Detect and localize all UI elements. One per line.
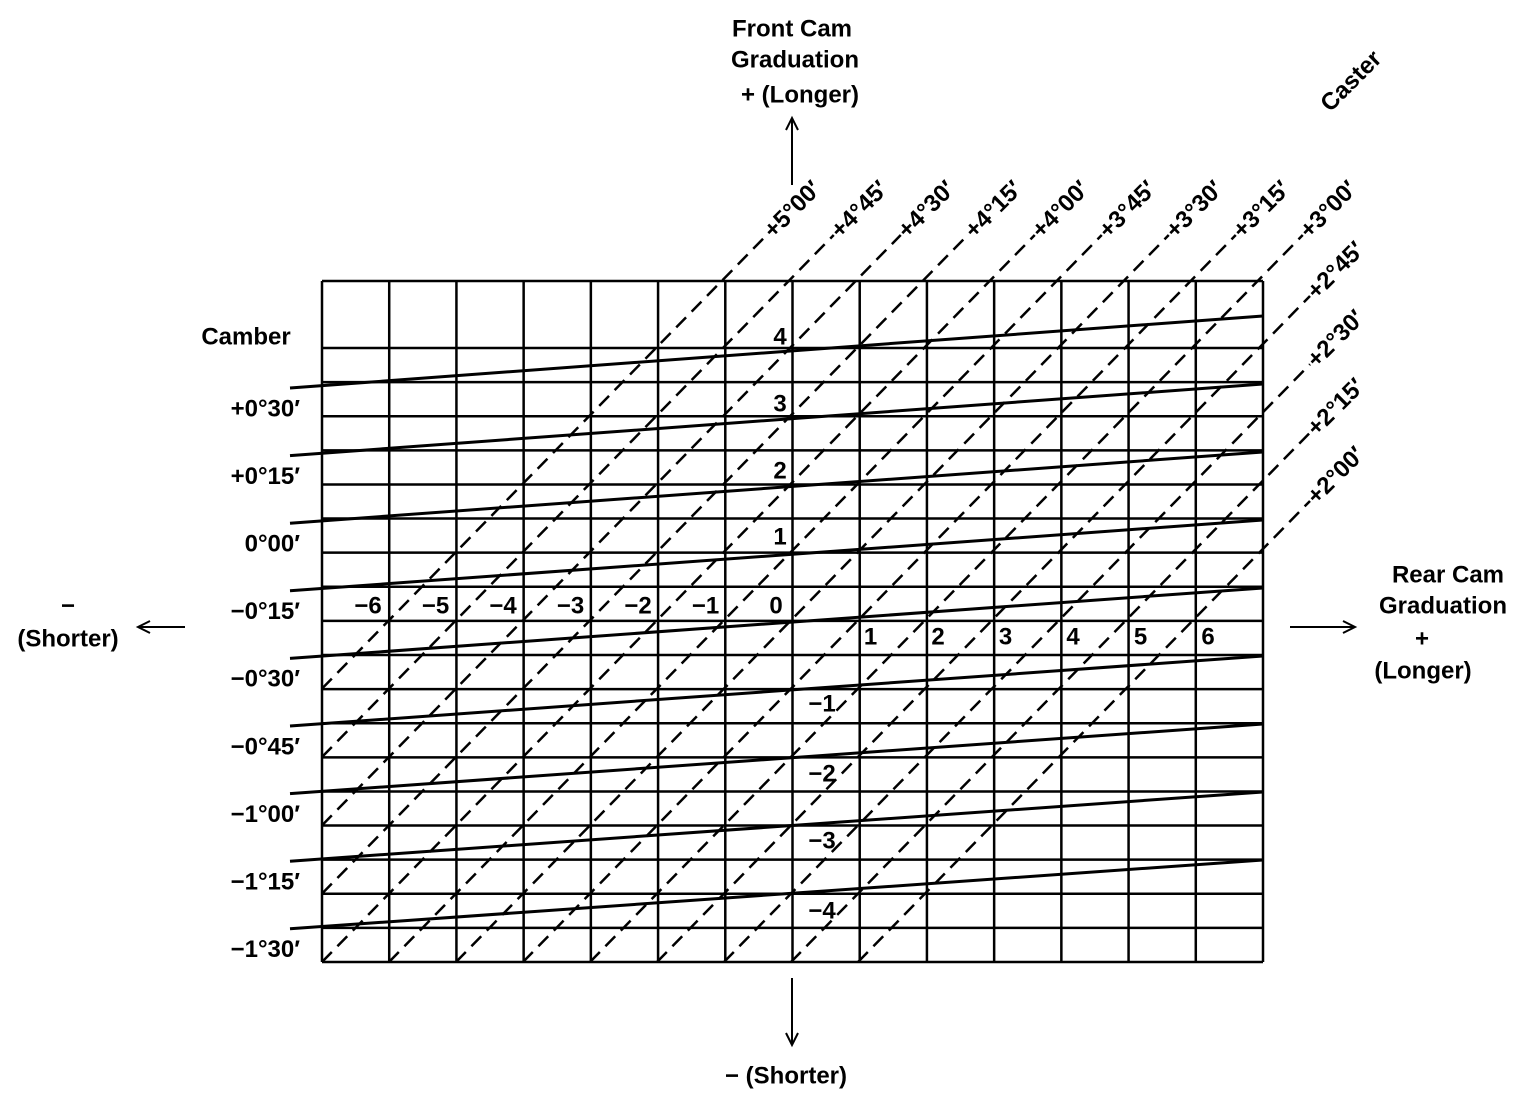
rear-cam-label: Rear Cam	[1392, 561, 1504, 588]
front-cam-label: Front Cam	[732, 15, 852, 42]
camber-line	[289, 450, 1264, 525]
front-cam-minus: − (Shorter)	[725, 1062, 847, 1089]
caster-line	[522, 234, 1237, 963]
caster-title: Caster	[1315, 45, 1387, 117]
arrow-head	[785, 1032, 799, 1048]
caster-label: +3°15′	[1227, 175, 1295, 243]
caster-line	[388, 234, 1103, 963]
camber-label: −0°45′	[231, 733, 301, 760]
caster-line	[321, 234, 902, 827]
camber-label: −0°30′	[231, 666, 301, 693]
caster-line	[321, 234, 768, 690]
caster-label: +4°00′	[1026, 175, 1094, 243]
camber-title: Camber	[201, 323, 290, 350]
camber-label: −1°00′	[231, 801, 301, 828]
rear-graduation: −5	[422, 592, 449, 619]
rear-graduation: 3	[999, 623, 1012, 650]
caster-line	[589, 234, 1304, 963]
caster-line	[321, 234, 835, 758]
rear-graduation: 1	[864, 623, 877, 650]
front-graduation: −2	[808, 760, 835, 787]
front-graduation: −3	[808, 827, 835, 854]
rear-cam-minus: −	[61, 592, 75, 619]
rear-graduation: −3	[557, 592, 584, 619]
camber-label: −1°15′	[231, 869, 301, 896]
caster-label: +3°45′	[1093, 175, 1161, 243]
caster-label: +2°30′	[1302, 305, 1370, 373]
camber-line	[289, 654, 1264, 728]
caster-line	[321, 234, 1036, 963]
camber-line	[289, 586, 1264, 660]
caster-label: +3°30′	[1160, 175, 1228, 243]
caster-label: +2°45′	[1302, 236, 1370, 304]
camber-line	[289, 518, 1264, 593]
front-graduation: 1	[773, 523, 786, 550]
front-graduation: −1	[808, 690, 835, 717]
rear-cam-label: Graduation	[1379, 592, 1507, 619]
camber-label: −0°15′	[231, 598, 301, 625]
rear-graduation: 2	[931, 623, 944, 650]
rear-cam-minus: (Shorter)	[17, 625, 118, 652]
caster-label: +4°30′	[892, 175, 960, 243]
front-graduation: −4	[808, 897, 836, 924]
caster-line	[656, 295, 1311, 963]
front-graduation: 4	[773, 323, 787, 350]
caster-line	[857, 500, 1311, 963]
caster-line	[455, 234, 1170, 963]
arrows	[135, 115, 1358, 1048]
camber-line	[289, 790, 1264, 863]
caster-line	[790, 431, 1311, 963]
camber-label: −1°30′	[231, 936, 301, 963]
camber-line	[289, 382, 1264, 458]
rear-graduation: −4	[489, 592, 517, 619]
caster-label: +4°45′	[825, 175, 893, 243]
caster-label: +4°15′	[959, 175, 1027, 243]
caster-label: +3°00′	[1294, 175, 1362, 243]
rear-cam-label: +	[1415, 625, 1429, 652]
front-cam-label: Graduation	[731, 46, 859, 73]
rear-graduation: 4	[1066, 623, 1080, 650]
camber-line	[289, 314, 1264, 390]
camber-line	[289, 858, 1264, 931]
camber-label: 0°00′	[245, 531, 301, 558]
caster-label: +2°00′	[1302, 441, 1370, 509]
rear-graduation: −2	[624, 592, 651, 619]
caster-line	[723, 363, 1311, 963]
rear-graduation: −1	[692, 592, 719, 619]
rear-graduation: 6	[1201, 623, 1214, 650]
rear-graduation: 0	[769, 592, 782, 619]
arrow-head	[785, 115, 799, 131]
front-cam-label: + (Longer)	[741, 81, 859, 108]
caster-label: +2°15′	[1302, 373, 1370, 441]
camber-label: +0°15′	[231, 463, 301, 490]
rear-graduation: −6	[354, 592, 381, 619]
rear-cam-label: (Longer)	[1374, 657, 1471, 684]
front-graduation: 2	[773, 457, 786, 484]
front-graduation: 3	[773, 390, 786, 417]
arrow-head	[135, 620, 151, 634]
camber-line	[289, 722, 1264, 796]
rear-graduation: 5	[1134, 623, 1147, 650]
camber-label: +0°30′	[231, 395, 301, 422]
arrow-head	[1342, 620, 1358, 634]
caster-label: +5°00′	[758, 175, 826, 243]
